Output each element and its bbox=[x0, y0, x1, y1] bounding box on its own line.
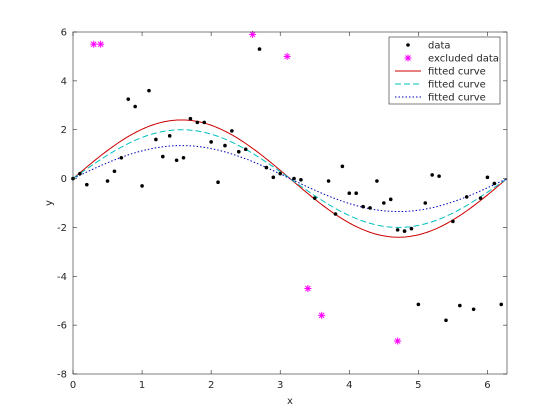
y-tick-label: -8 bbox=[57, 370, 67, 381]
legend-excluded-marker bbox=[404, 54, 412, 62]
data-point bbox=[458, 303, 462, 308]
data-point bbox=[492, 181, 497, 186]
data-point bbox=[471, 307, 476, 312]
data-point bbox=[160, 154, 165, 159]
data-point bbox=[326, 179, 331, 183]
data-point bbox=[382, 201, 386, 205]
data-point bbox=[347, 191, 352, 196]
data-point bbox=[78, 171, 82, 176]
data-point bbox=[181, 156, 186, 160]
data-point bbox=[140, 184, 144, 188]
y-tick-label: 2 bbox=[61, 125, 67, 136]
fitted-curves bbox=[72, 119, 508, 238]
data-point bbox=[395, 228, 400, 232]
data-point bbox=[154, 137, 158, 142]
data-point bbox=[340, 164, 345, 169]
data-point bbox=[416, 302, 421, 307]
data-point bbox=[126, 97, 131, 101]
legend-data-label: data bbox=[428, 41, 451, 52]
legend-data-marker bbox=[406, 43, 410, 47]
data-point bbox=[216, 180, 220, 185]
data-point bbox=[437, 174, 441, 178]
data-point bbox=[105, 179, 110, 183]
data-point bbox=[174, 158, 179, 163]
data-point bbox=[271, 175, 276, 180]
data-point bbox=[292, 176, 296, 181]
y-tick-label: -2 bbox=[57, 223, 67, 234]
y-tick-label: -6 bbox=[57, 321, 67, 332]
data-point bbox=[188, 116, 193, 121]
excluded-points bbox=[90, 30, 402, 345]
data-point bbox=[478, 196, 483, 200]
legend-curve-3-label: fitted curve bbox=[428, 93, 486, 104]
x-tick-label: 6 bbox=[484, 380, 490, 391]
legend-curve-2-label: fitted curve bbox=[428, 80, 486, 91]
data-point bbox=[147, 88, 151, 93]
data-point bbox=[167, 134, 172, 138]
data-point bbox=[236, 149, 241, 154]
data-point bbox=[388, 197, 393, 202]
y-axis-ticks: -8 -6 -4 -2 0 2 4 6 bbox=[57, 28, 507, 381]
data-point bbox=[430, 173, 434, 177]
data-point bbox=[119, 156, 124, 160]
data-point bbox=[133, 104, 137, 109]
axes-frame bbox=[72, 31, 508, 375]
data-point bbox=[402, 229, 407, 233]
data-point bbox=[423, 201, 428, 205]
data-point bbox=[361, 204, 365, 209]
x-tick-label: 4 bbox=[346, 380, 352, 391]
data-point bbox=[85, 182, 89, 187]
data-point bbox=[485, 175, 490, 180]
x-tick-label: 3 bbox=[277, 380, 283, 391]
data-point bbox=[444, 318, 448, 323]
excluded-point bbox=[97, 40, 105, 48]
data-point bbox=[243, 147, 248, 152]
data-point bbox=[499, 302, 504, 307]
legend: data excluded data fitted curve fitted c… bbox=[388, 36, 501, 105]
data-point bbox=[375, 179, 379, 183]
data-point bbox=[278, 171, 283, 176]
data-point bbox=[264, 165, 269, 170]
data-points bbox=[71, 47, 504, 323]
x-tick-label: 5 bbox=[415, 380, 421, 391]
data-point bbox=[333, 212, 338, 216]
data-point bbox=[368, 206, 372, 210]
excluded-point bbox=[394, 337, 402, 345]
data-point bbox=[230, 129, 234, 133]
data-point bbox=[195, 120, 200, 125]
fitted-curve-2 bbox=[72, 129, 508, 228]
data-point bbox=[451, 219, 455, 224]
data-point bbox=[409, 226, 414, 231]
data-point bbox=[209, 140, 213, 144]
x-axis-ticks: 0 1 2 3 4 5 6 bbox=[70, 32, 491, 391]
excluded-point bbox=[318, 311, 326, 319]
x-tick-label: 0 bbox=[70, 380, 76, 391]
y-tick-label: 4 bbox=[61, 76, 67, 87]
y-tick-label: 0 bbox=[61, 174, 67, 185]
x-tick-label: 1 bbox=[139, 380, 145, 391]
data-point bbox=[312, 196, 317, 200]
y-tick-label: -4 bbox=[57, 272, 67, 283]
data-point bbox=[257, 47, 262, 51]
data-point bbox=[464, 195, 469, 199]
y-tick-label: 6 bbox=[61, 28, 67, 39]
fitted-curve-3 bbox=[72, 145, 508, 213]
legend-excluded-label: excluded data bbox=[428, 54, 499, 65]
excluded-point bbox=[304, 285, 312, 292]
legend-curve-1-label: fitted curve bbox=[428, 67, 486, 78]
data-point bbox=[354, 191, 358, 196]
x-axis-label: x bbox=[287, 396, 293, 407]
excluded-point bbox=[90, 40, 98, 48]
y-axis-label: y bbox=[44, 200, 55, 206]
data-point bbox=[112, 169, 117, 174]
data-point bbox=[299, 177, 303, 182]
excluded-point bbox=[283, 52, 291, 60]
data-point bbox=[223, 143, 227, 148]
data-point bbox=[202, 120, 207, 125]
x-tick-label: 2 bbox=[208, 380, 214, 391]
